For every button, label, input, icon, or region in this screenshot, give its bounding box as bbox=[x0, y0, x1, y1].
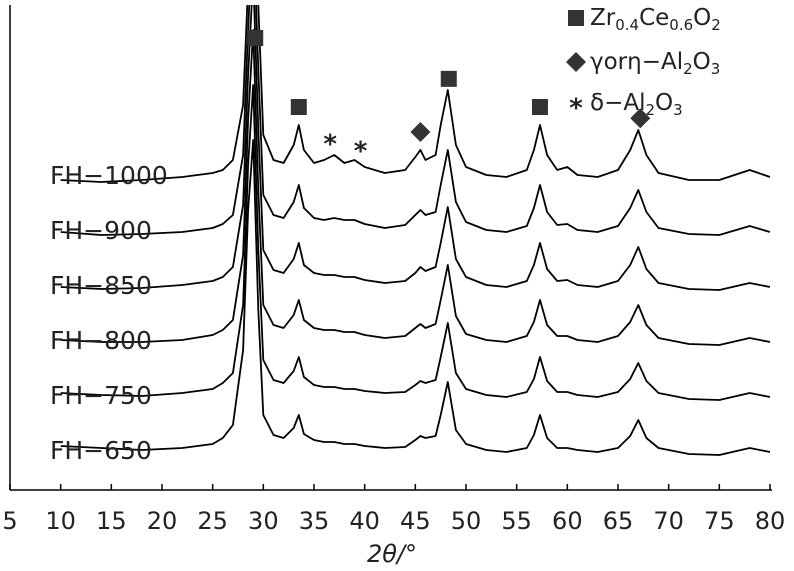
xrd-curve bbox=[60, 5, 771, 183]
phase-marker: * bbox=[354, 137, 368, 167]
x-tick-label: 70 bbox=[653, 507, 684, 535]
x-tick-label: 10 bbox=[45, 507, 76, 535]
phase-marker bbox=[440, 70, 457, 87]
series-label: FH−800 bbox=[50, 326, 152, 355]
x-tick-label: 25 bbox=[197, 507, 228, 535]
series-label: FH−650 bbox=[50, 436, 152, 465]
legend-label: δ−Al2O3 bbox=[590, 90, 683, 119]
x-tick-label: 20 bbox=[147, 507, 178, 535]
xrd-curve bbox=[60, 139, 771, 456]
phase-marker bbox=[410, 122, 431, 142]
xrd-curve bbox=[60, 5, 771, 236]
x-tick-label: 60 bbox=[552, 507, 583, 535]
legend-marker bbox=[568, 10, 584, 26]
legend-label: Zr0.4Ce0.6O2 bbox=[590, 5, 721, 34]
x-tick-label: 80 bbox=[755, 507, 786, 535]
series-label: FH−750 bbox=[50, 381, 152, 410]
phase-marker: * bbox=[323, 130, 337, 160]
x-tick-label: 30 bbox=[248, 507, 279, 535]
x-tick-label: 50 bbox=[451, 507, 482, 535]
x-tick-label: 45 bbox=[400, 507, 431, 535]
series-label: FH−1000 bbox=[50, 161, 168, 190]
x-tick-label: 5 bbox=[2, 507, 17, 535]
xrd-curve bbox=[60, 29, 771, 346]
series-label: FH−900 bbox=[50, 216, 152, 245]
legend-marker: * bbox=[569, 94, 583, 124]
legend-label: γorη−Al2O3 bbox=[590, 49, 720, 78]
xrd-curve bbox=[60, 84, 771, 401]
phase-marker bbox=[630, 108, 651, 129]
phase-marker bbox=[247, 30, 264, 46]
x-tick-label: 35 bbox=[299, 507, 330, 535]
x-tick-label: 15 bbox=[96, 507, 127, 535]
legend-marker bbox=[566, 52, 586, 72]
phase-marker bbox=[531, 99, 548, 115]
phase-marker bbox=[290, 99, 307, 115]
x-tick-label: 55 bbox=[501, 507, 532, 535]
series-label: FH−850 bbox=[50, 271, 152, 300]
x-tick-label: 65 bbox=[603, 507, 634, 535]
xrd-curve bbox=[60, 5, 771, 291]
x-tick-label: 75 bbox=[704, 507, 735, 535]
x-tick-label: 40 bbox=[349, 507, 380, 535]
x-axis-title: 2θ/° bbox=[367, 540, 417, 568]
curves bbox=[60, 5, 771, 456]
